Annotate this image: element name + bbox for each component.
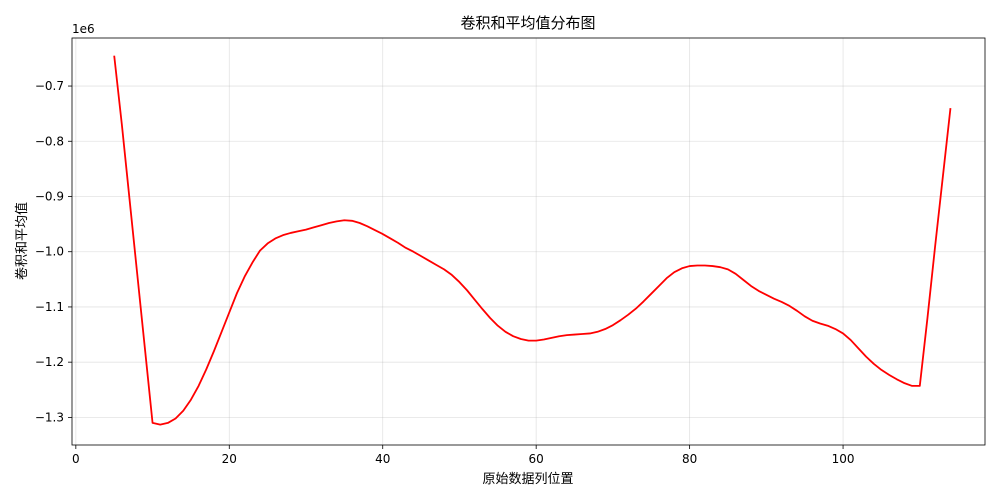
- x-tick-label: 100: [832, 452, 855, 466]
- x-tick-label: 0: [72, 452, 80, 466]
- x-tick-label: 80: [682, 452, 697, 466]
- plot-area: [113, 55, 952, 426]
- y-axis: −1.3 −1.2 −1.1 −1.0 −0.9 −0.8 −0.7: [35, 79, 72, 424]
- y-tick-label: −0.7: [35, 79, 64, 93]
- grid: [72, 38, 985, 445]
- x-axis: 0 20 40 60 80 100: [72, 445, 855, 466]
- x-tick-label: 40: [375, 452, 390, 466]
- y-tick-label: −1.3: [35, 410, 64, 424]
- y-axis-label: 卷积和平均值: [14, 202, 30, 280]
- y-tick-label: −0.9: [35, 189, 64, 203]
- y-tick-label: −1.0: [35, 245, 64, 259]
- plot-frame: [71, 37, 986, 446]
- y-tick-label: −0.8: [35, 134, 64, 148]
- x-axis-label: 原始数据列位置: [482, 472, 573, 487]
- series-line: [113, 55, 952, 426]
- y-tick-label: −1.1: [35, 300, 64, 314]
- x-tick-label: 60: [529, 452, 544, 466]
- x-tick-label: 20: [222, 452, 237, 466]
- y-axis-offset-label: 1e6: [72, 22, 95, 36]
- chart-title: 卷积和平均值分布图: [460, 14, 595, 32]
- y-tick-label: −1.2: [35, 355, 64, 369]
